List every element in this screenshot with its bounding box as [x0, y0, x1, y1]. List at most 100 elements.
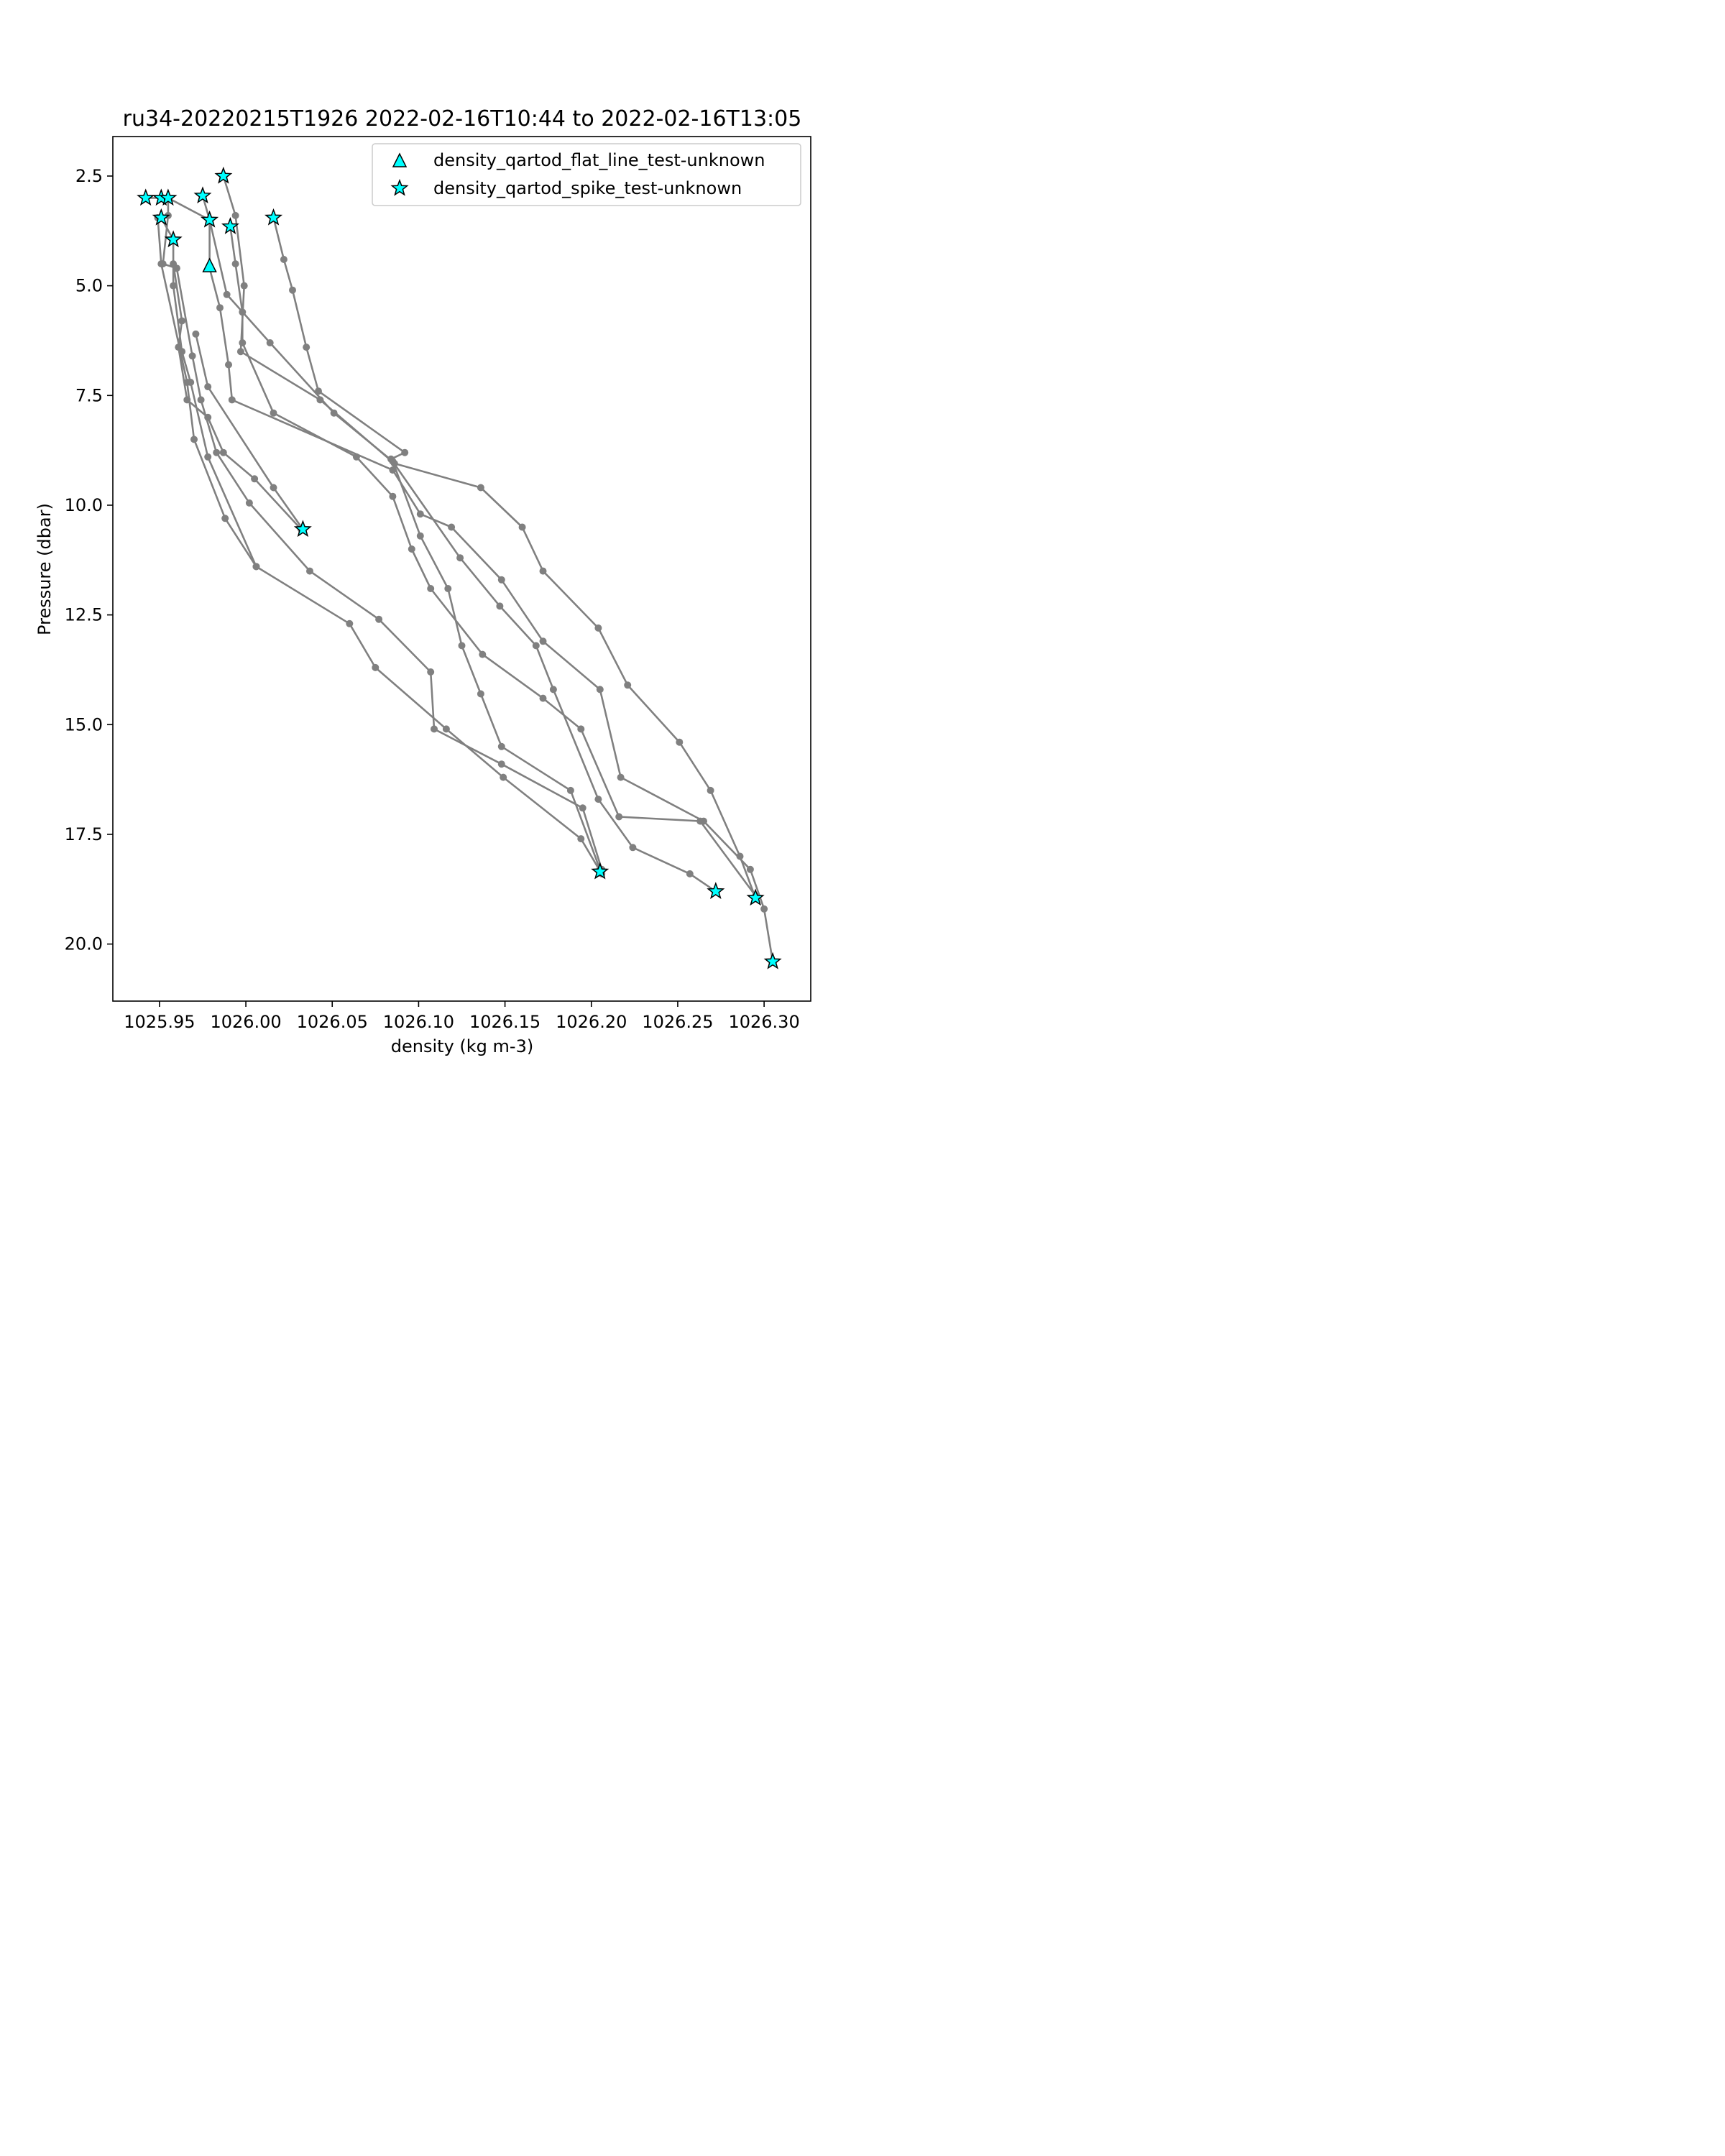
- data-point: [596, 686, 604, 694]
- spike-flag-marker: [264, 208, 283, 226]
- y-axis-label: Pressure (dbar): [34, 503, 55, 635]
- data-point: [479, 650, 487, 658]
- data-point: [746, 865, 754, 873]
- data-point: [270, 409, 277, 417]
- data-point: [696, 817, 704, 825]
- data-point: [251, 475, 259, 483]
- data-point: [629, 844, 637, 852]
- data-point: [676, 738, 684, 746]
- data-point: [532, 642, 540, 650]
- data-point: [306, 567, 313, 575]
- x-tick-label: 1026.20: [556, 1012, 627, 1032]
- data-point: [170, 260, 178, 268]
- series-line: [157, 217, 257, 568]
- data-point: [188, 352, 196, 360]
- data-point: [539, 567, 547, 575]
- spike-flag-marker: [201, 210, 219, 228]
- series-line: [195, 333, 304, 530]
- data-point: [236, 348, 244, 356]
- data-point: [245, 499, 253, 507]
- data-point: [539, 694, 547, 702]
- flat-line-flag-marker: [202, 257, 217, 272]
- spike-flag-marker: [293, 520, 312, 538]
- x-axis: 1025.95 1026.00 1026.05 1026.10 1026.15 1026.…: [124, 1001, 800, 1032]
- y-tick-label: 15.0: [65, 714, 103, 734]
- density-profile-chart: ru34-20220215T1926 2022-02-16T10:44 to 2…: [0, 0, 891, 1114]
- data-point: [389, 457, 397, 465]
- y-tick-label: 17.5: [65, 824, 103, 844]
- data-point: [231, 211, 239, 219]
- spike-flag-marker: [164, 230, 183, 248]
- spike-flag-marker: [193, 186, 212, 204]
- data-point: [375, 615, 383, 623]
- data-point: [496, 602, 504, 610]
- spike-flag-marker: [746, 888, 765, 906]
- data-point: [456, 554, 464, 562]
- data-point: [270, 484, 277, 492]
- data-point: [566, 786, 574, 794]
- x-tick-label: 1026.10: [383, 1012, 454, 1032]
- data-point: [408, 545, 415, 553]
- y-tick-label: 12.5: [65, 605, 103, 625]
- x-axis-label: density (kg m-3): [391, 1036, 533, 1056]
- series-line: [172, 263, 302, 530]
- data-point: [577, 835, 585, 843]
- data-point: [204, 383, 212, 391]
- data-point: [223, 290, 231, 298]
- data-point: [416, 510, 424, 518]
- data-point: [497, 760, 505, 768]
- data-point: [225, 361, 232, 369]
- data-point: [372, 663, 380, 671]
- x-tick-label: 1026.00: [210, 1012, 281, 1032]
- data-point: [760, 905, 768, 913]
- data-point: [190, 436, 198, 443]
- data-point: [707, 786, 714, 794]
- data-point: [401, 448, 409, 456]
- data-point: [594, 796, 602, 803]
- data-point: [427, 668, 435, 676]
- data-point: [458, 642, 466, 650]
- legend-spike-label: density_qartod_spike_test-unknown: [433, 178, 742, 198]
- data-point: [577, 725, 585, 733]
- legend: density_qartod_flat_line_test-unknown de…: [372, 143, 801, 206]
- data-point: [197, 396, 205, 404]
- legend-star-shape: [390, 178, 409, 196]
- data-point: [221, 515, 229, 522]
- data-point: [266, 339, 274, 346]
- data-point: [228, 396, 236, 404]
- data-point: [444, 585, 452, 592]
- data-point: [289, 286, 296, 294]
- x-tick-label: 1026.30: [728, 1012, 799, 1032]
- legend-box: [372, 143, 801, 206]
- data-point: [518, 523, 526, 531]
- spike-flag-marker: [707, 882, 725, 899]
- data-point: [477, 484, 484, 492]
- data-point: [594, 624, 602, 632]
- data-point: [330, 409, 338, 417]
- x-tick-label: 1026.05: [297, 1012, 368, 1032]
- data-point: [427, 585, 435, 592]
- data-point: [219, 448, 227, 456]
- data-point: [231, 260, 239, 268]
- data-point: [500, 773, 507, 781]
- data-point: [686, 870, 694, 877]
- data-point: [617, 773, 625, 781]
- data-point: [252, 563, 260, 571]
- data-point: [178, 317, 186, 325]
- data-point: [204, 413, 212, 421]
- series-10: [154, 214, 260, 571]
- spike-flag-marker: [214, 166, 233, 184]
- data-point: [549, 686, 557, 694]
- y-tick-label: 5.0: [75, 276, 103, 296]
- data-point: [442, 725, 450, 733]
- data-point: [280, 256, 288, 263]
- data-point: [352, 453, 360, 461]
- data-point: [346, 619, 354, 627]
- flags-layer: [137, 166, 782, 969]
- data-point: [183, 379, 191, 386]
- data-point: [170, 282, 178, 290]
- x-tick-label: 1025.95: [124, 1012, 195, 1032]
- data-point: [497, 742, 505, 750]
- data-point: [389, 492, 397, 500]
- data-point: [448, 523, 456, 531]
